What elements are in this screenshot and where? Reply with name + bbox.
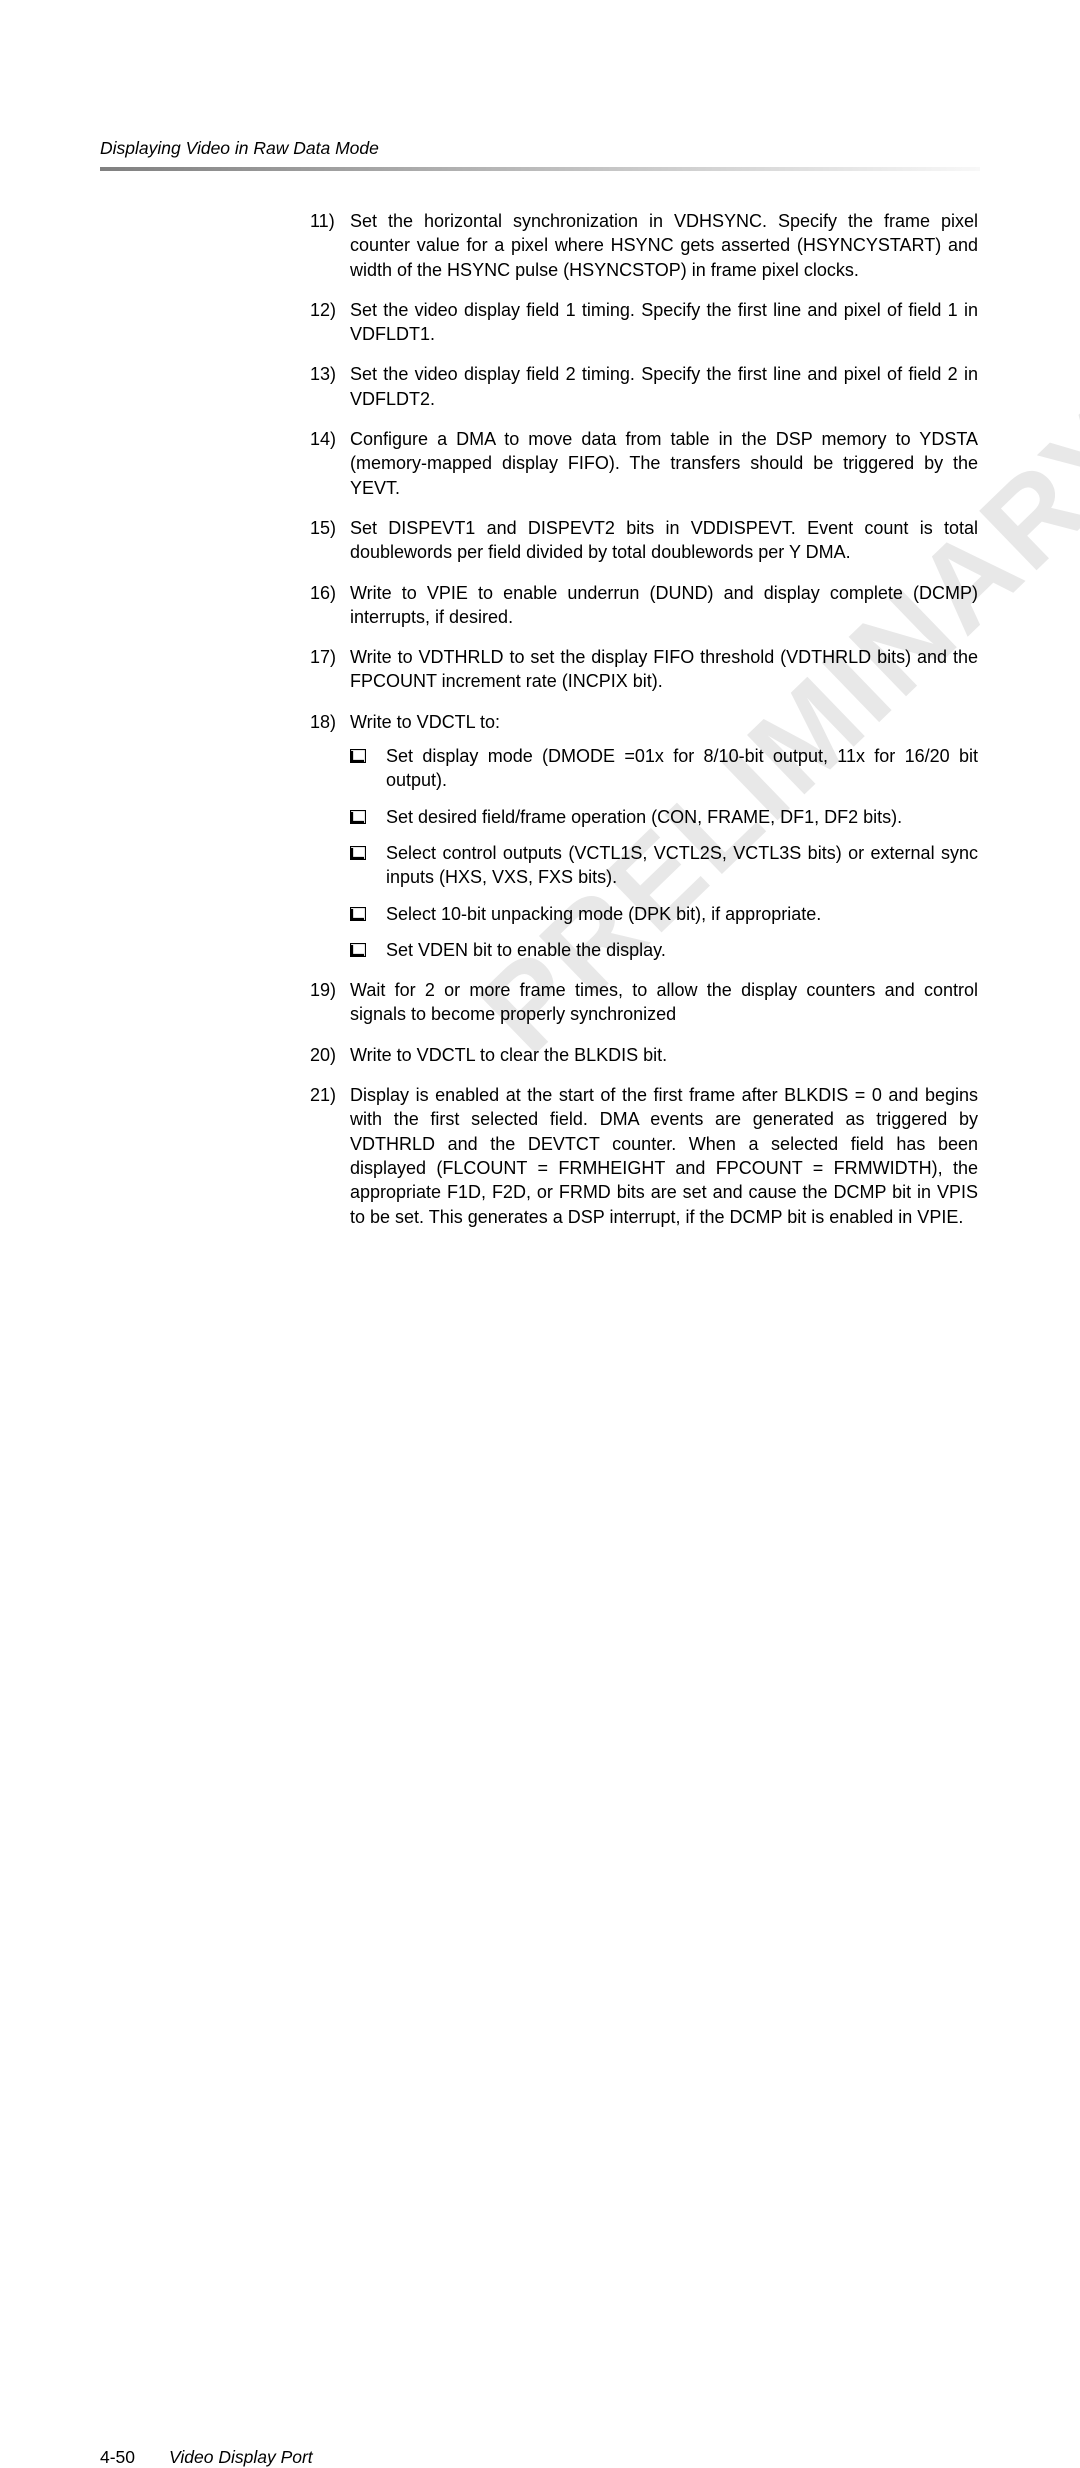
footer-page-number: 4-50 [100, 2447, 135, 2468]
step-11: Set the horizontal synchronization in VD… [310, 209, 978, 282]
step-15: Set DISPEVT1 and DISPEVT2 bits in VDDISP… [310, 516, 978, 565]
step-19: Wait for 2 or more frame times, to allow… [310, 978, 978, 1027]
step-18-text: Write to VDCTL to: [350, 712, 500, 732]
footer-chapter-title: Video Display Port [169, 2447, 313, 2468]
header-divider [100, 167, 980, 171]
bullet-box-icon [350, 907, 366, 921]
bullet-box-icon [350, 810, 366, 824]
step-18-sub-e-text: Set VDEN bit to enable the display. [386, 940, 666, 960]
section-header: Displaying Video in Raw Data Mode [100, 138, 980, 159]
bullet-box-icon [350, 943, 366, 957]
step-18-sub-b: Set desired field/frame operation (CON, … [350, 805, 978, 829]
step-18-sub-a-text: Set display mode (DMODE =01x for 8/10-bi… [386, 746, 978, 790]
step-18-sub-d: Select 10-bit unpacking mode (DPK bit), … [350, 902, 978, 926]
step-18-sub-c: Select control outputs (VCTL1S, VCTL2S, … [350, 841, 978, 890]
step-18-sublist: Set display mode (DMODE =01x for 8/10-bi… [350, 744, 978, 962]
numbered-steps: Set the horizontal synchronization in VD… [310, 209, 978, 1229]
step-18-sub-c-text: Select control outputs (VCTL1S, VCTL2S, … [386, 843, 978, 887]
bullet-box-icon [350, 749, 366, 763]
step-13: Set the video display field 2 timing. Sp… [310, 362, 978, 411]
bullet-box-icon [350, 846, 366, 860]
step-20: Write to VDCTL to clear the BLKDIS bit. [310, 1043, 978, 1067]
step-17: Write to VDTHRLD to set the display FIFO… [310, 645, 978, 694]
step-21: Display is enabled at the start of the f… [310, 1083, 978, 1229]
step-18: Write to VDCTL to: Set display mode (DMO… [310, 710, 978, 962]
step-14: Configure a DMA to move data from table … [310, 427, 978, 500]
page-body: Displaying Video in Raw Data Mode Set th… [0, 0, 1080, 1229]
step-12: Set the video display field 1 timing. Sp… [310, 298, 978, 347]
page-footer: 4-50 Video Display Port SPRU629 [100, 2447, 1080, 2468]
step-18-sub-d-text: Select 10-bit unpacking mode (DPK bit), … [386, 904, 821, 924]
step-18-sub-a: Set display mode (DMODE =01x for 8/10-bi… [350, 744, 978, 793]
step-16: Write to VPIE to enable underrun (DUND) … [310, 581, 978, 630]
content-area: Set the horizontal synchronization in VD… [310, 209, 978, 1229]
step-18-sub-e: Set VDEN bit to enable the display. [350, 938, 978, 962]
step-18-sub-b-text: Set desired field/frame operation (CON, … [386, 807, 902, 827]
